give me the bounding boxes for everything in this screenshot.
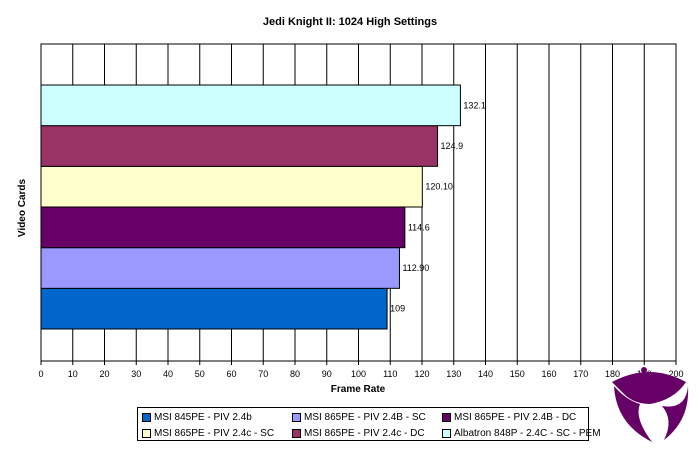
bar: [40, 125, 439, 167]
legend-swatch: [442, 428, 451, 438]
legend-item: MSI 865PE - PIV 2.4B - DC: [442, 409, 592, 425]
bar: [40, 165, 423, 208]
x-tick-label: 10: [68, 369, 78, 379]
bars: [40, 84, 461, 330]
data-label: 109: [390, 304, 405, 314]
legend-label: MSI 865PE - PIV 2.4c - SC: [154, 427, 275, 439]
x-tick-label: 130: [446, 369, 461, 379]
x-tick-label: 110: [383, 369, 397, 379]
x-tick-label: 70: [258, 369, 268, 379]
x-tick-label: 170: [573, 369, 588, 379]
legend-label: MSI 845PE - PIV 2.4b: [154, 411, 252, 423]
x-axis-label: Frame Rate: [331, 384, 386, 395]
x-tick-label: 100: [351, 369, 366, 379]
legend-item: Albatron 848P - 2.4C - SC - PEM: [442, 425, 601, 441]
data-label: 112.90: [402, 263, 429, 273]
x-tick-label: 200: [668, 369, 683, 379]
bar: [40, 206, 406, 249]
x-tick-label: 40: [163, 369, 173, 379]
data-label: 114.6: [408, 222, 430, 232]
legend-swatch: [442, 412, 451, 422]
bar: [40, 287, 388, 330]
legend-label: MSI 865PE - PIV 2.4B - SC: [304, 411, 426, 423]
legend-label: MSI 865PE - PIV 2.4B - DC: [454, 411, 577, 423]
legend-swatch: [292, 428, 301, 438]
legend-swatch: [142, 412, 151, 422]
site-logo: [612, 367, 689, 442]
legend-item: MSI 865PE - PIV 2.4c - DC: [292, 425, 442, 441]
x-tick-label: 80: [290, 369, 300, 379]
legend-item: MSI 865PE - PIV 2.4c - SC: [142, 425, 292, 441]
x-tick-label: 50: [195, 369, 205, 379]
x-tick-label: 20: [99, 369, 109, 379]
x-tick-label: 160: [541, 369, 556, 379]
chart-title: Jedi Knight II: 1024 High Settings: [263, 16, 437, 28]
data-label: 124.9: [441, 141, 464, 151]
legend-label: MSI 865PE - PIV 2.4c - DC: [304, 427, 425, 439]
bar: [40, 84, 461, 127]
data-label: 132.1: [463, 100, 486, 110]
x-tick-label: 90: [322, 369, 332, 379]
legend-label: Albatron 848P - 2.4C - SC - PEM: [454, 427, 601, 439]
legend-item: MSI 845PE - PIV 2.4b: [142, 409, 292, 425]
legend: MSI 845PE - PIV 2.4b MSI 865PE - PIV 2.4B…: [137, 407, 601, 441]
legend-swatch: [292, 412, 301, 422]
y-axis-label: Video Cards: [17, 178, 28, 237]
data-label: 120.10: [425, 182, 453, 192]
bar-labels: 109 112.90 114.6 120.10 124.9 132.1: [390, 100, 486, 313]
x-tick-label: 140: [478, 369, 493, 379]
x-tick-label: 30: [131, 369, 141, 379]
bar: [40, 247, 400, 289]
legend-item: MSI 865PE - PIV 2.4B - SC: [292, 409, 442, 425]
x-tick-label: 0: [38, 369, 43, 379]
x-tick-label: 180: [605, 369, 620, 379]
x-tick-label: 150: [510, 369, 525, 379]
x-tick-label: 120: [414, 369, 429, 379]
legend-swatch: [142, 428, 151, 438]
x-ticks: 0 10 20 30 40 50 60 70 80 90 100 110 120 130 140 150 160…: [38, 361, 684, 379]
x-tick-label: 60: [226, 369, 236, 379]
